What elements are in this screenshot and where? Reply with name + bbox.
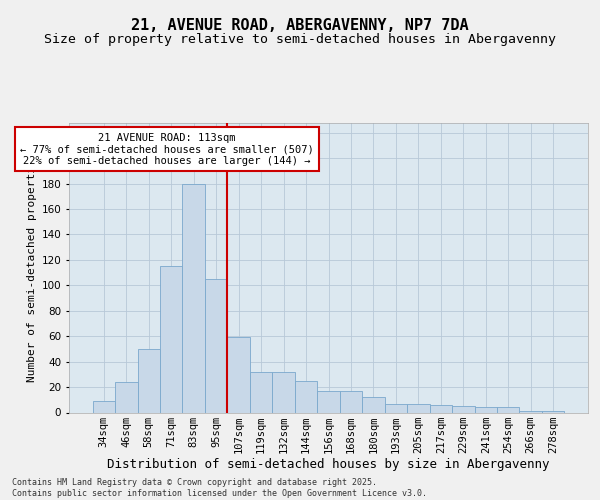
Bar (520, 411, 542, 412)
Bar (137, 349, 160, 412)
Bar (340, 391, 362, 412)
Bar (250, 372, 272, 412)
Bar (475, 408, 497, 412)
Bar (497, 408, 520, 412)
Bar (115, 382, 137, 412)
Bar (430, 405, 452, 412)
X-axis label: Distribution of semi-detached houses by size in Abergavenny: Distribution of semi-detached houses by … (107, 458, 550, 471)
Bar (295, 380, 317, 412)
Bar (385, 404, 407, 412)
Text: Contains HM Land Registry data © Crown copyright and database right 2025.
Contai: Contains HM Land Registry data © Crown c… (12, 478, 427, 498)
Bar (92, 401, 115, 412)
Bar (182, 184, 205, 412)
Bar (160, 266, 182, 412)
Bar (452, 406, 475, 412)
Bar (227, 338, 250, 412)
Bar (407, 404, 430, 412)
Bar (272, 372, 295, 412)
Text: 21 AVENUE ROAD: 113sqm
← 77% of semi-detached houses are smaller (507)
22% of se: 21 AVENUE ROAD: 113sqm ← 77% of semi-det… (20, 132, 314, 166)
Bar (205, 279, 227, 412)
Text: Size of property relative to semi-detached houses in Abergavenny: Size of property relative to semi-detach… (44, 32, 556, 46)
Bar (317, 391, 340, 412)
Y-axis label: Number of semi-detached properties: Number of semi-detached properties (28, 153, 37, 382)
Bar (542, 411, 565, 412)
Bar (362, 397, 385, 412)
Text: 21, AVENUE ROAD, ABERGAVENNY, NP7 7DA: 21, AVENUE ROAD, ABERGAVENNY, NP7 7DA (131, 18, 469, 32)
